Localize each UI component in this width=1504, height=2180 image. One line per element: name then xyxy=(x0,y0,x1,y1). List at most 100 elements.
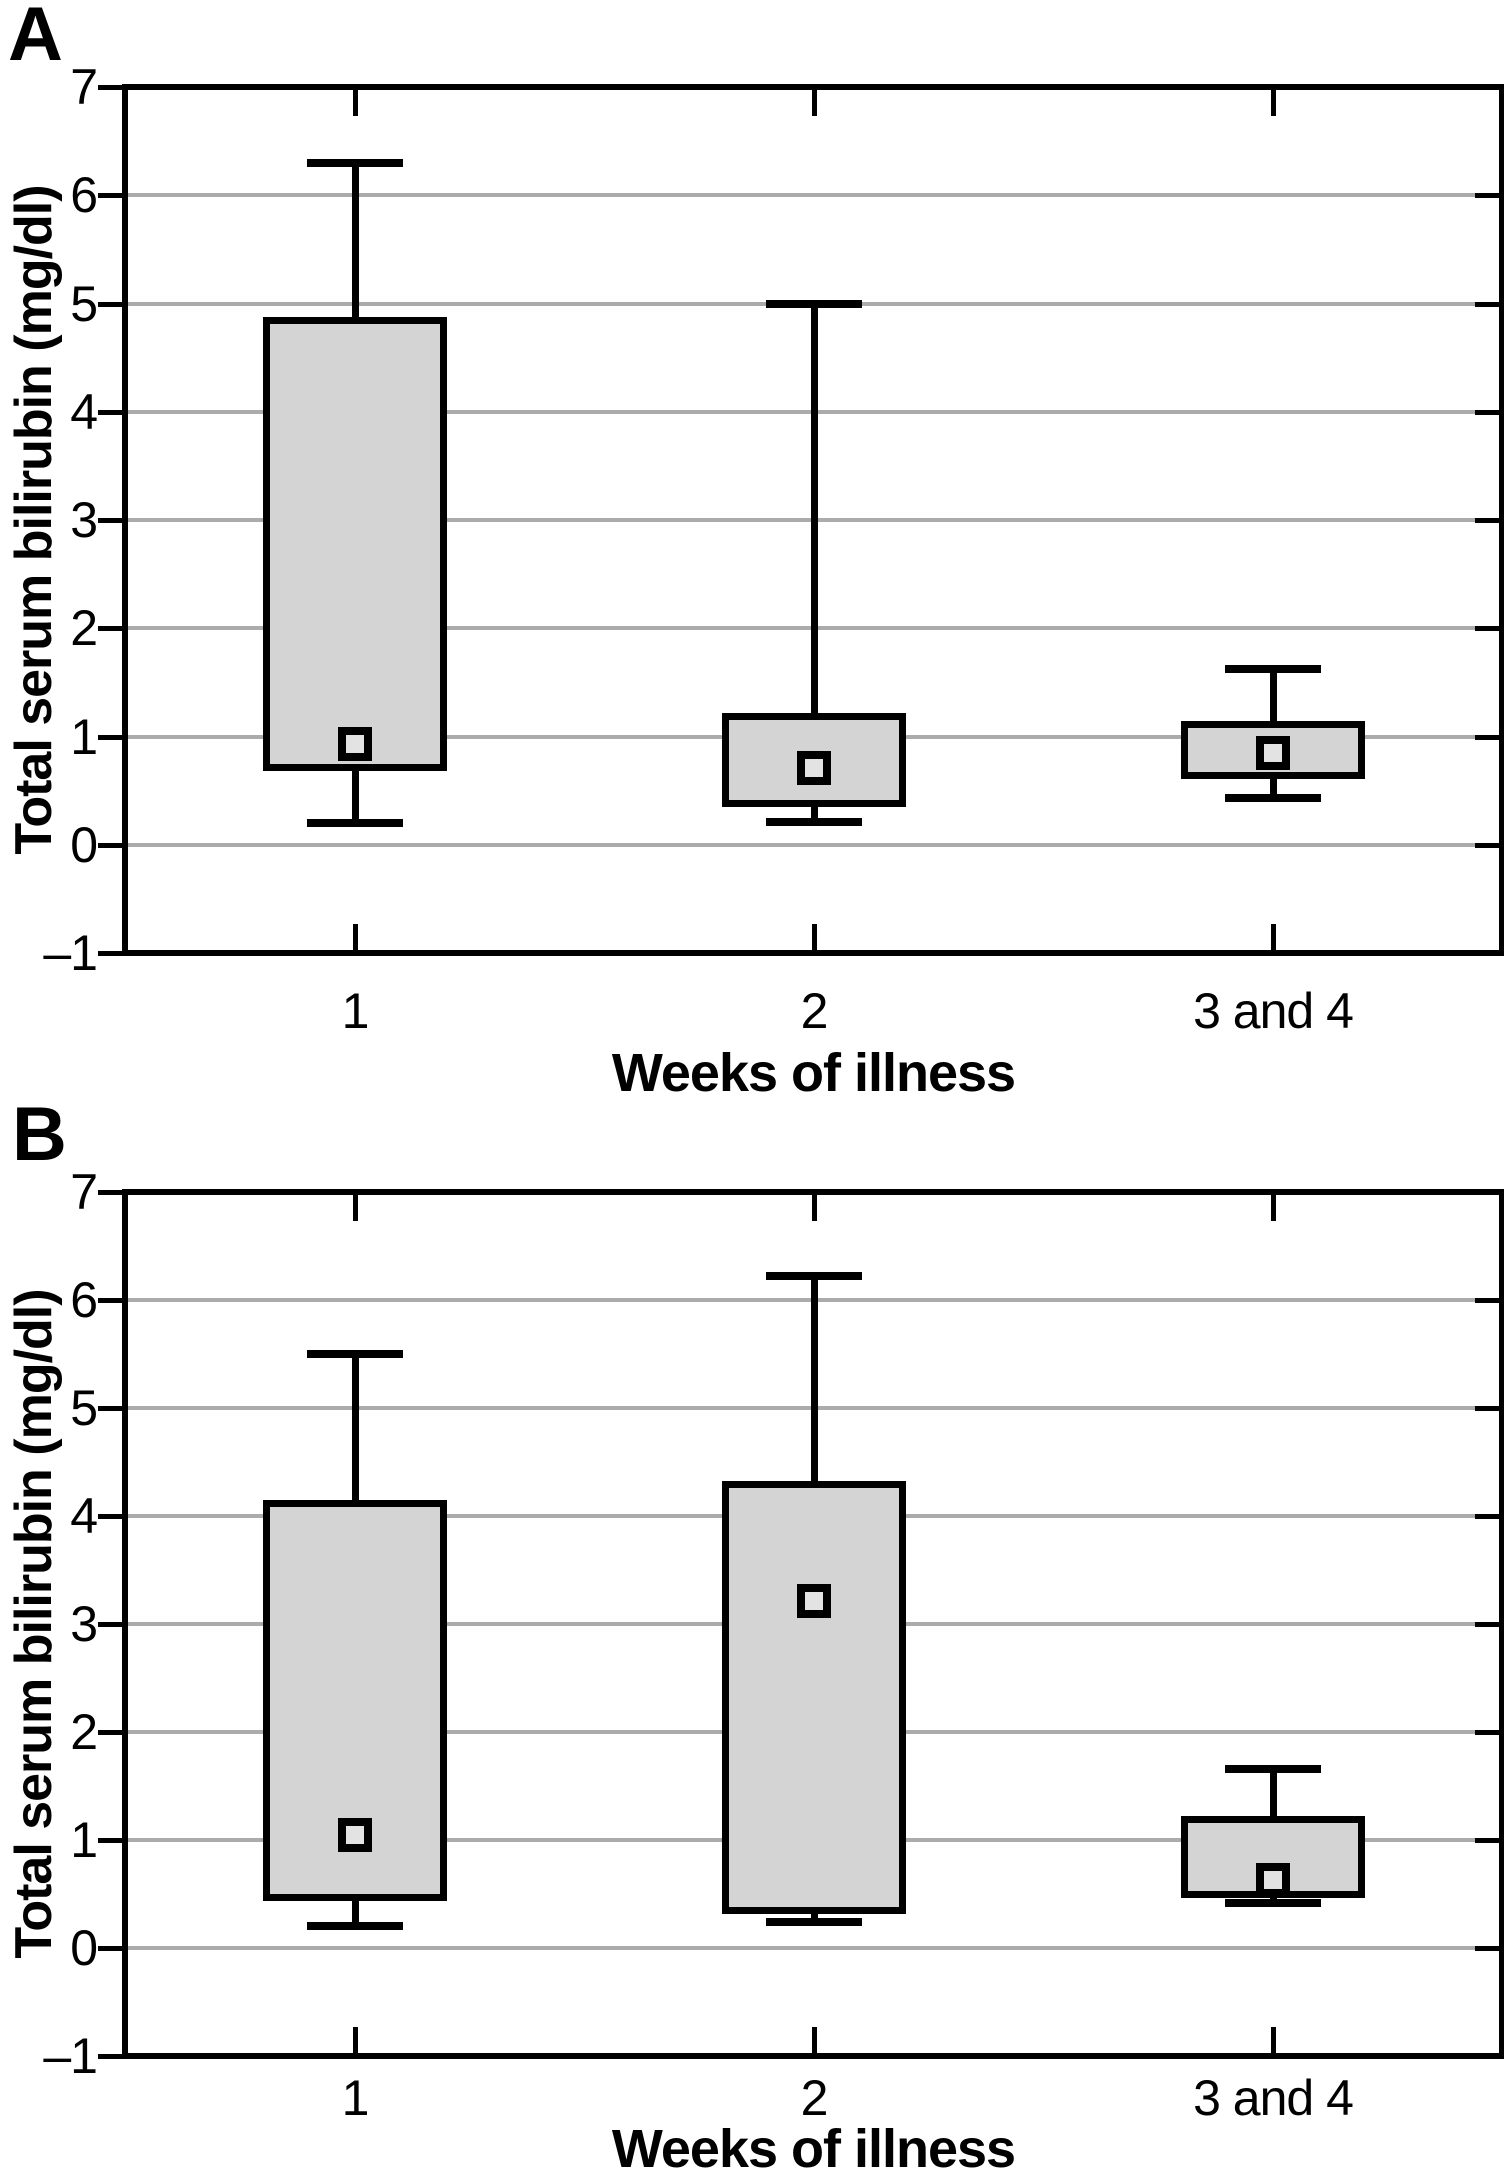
panel-b-y-tick xyxy=(98,1298,122,1303)
panel-a-category-tick-bottom xyxy=(1271,924,1276,950)
panel-a-y-tick-right xyxy=(1475,951,1499,956)
panel-b-median-marker xyxy=(797,1584,831,1618)
panel-b-y-tick-label: 7 xyxy=(70,1164,98,1220)
panel-a-median-marker xyxy=(338,727,372,761)
panel-a-lower-whisker-cap xyxy=(307,819,403,827)
panel-a-category-label: 1 xyxy=(341,983,370,1039)
panel-b-y-tick-right xyxy=(1475,1946,1499,1951)
panel-a-y-tick-label: –1 xyxy=(43,925,98,981)
panel-a-category-tick-top xyxy=(353,90,358,116)
panel-b-y-tick xyxy=(98,1514,122,1519)
panel-a-gridline xyxy=(128,843,1499,847)
panel-b-lower-whisker xyxy=(811,1909,818,1922)
panel-b-y-tick-label: 2 xyxy=(70,1704,98,1760)
panel-b-y-tick-right xyxy=(1475,2054,1499,2059)
panel-b-category-tick-top xyxy=(1271,1195,1276,1221)
panel-b-box xyxy=(722,1481,906,1914)
panel-a-category-tick-top xyxy=(1271,90,1276,116)
panel-b-x-axis-title: Weeks of illness xyxy=(611,2119,1016,2179)
panel-b-median-marker xyxy=(338,1818,372,1852)
panel-a-y-tick xyxy=(98,735,122,740)
panel-a-upper-whisker xyxy=(1270,669,1277,723)
panel-b-category-tick-bottom xyxy=(812,2027,817,2053)
panel-a-category-tick-top xyxy=(812,90,817,116)
panel-b-upper-whisker xyxy=(352,1354,359,1503)
panel-b-lower-whisker xyxy=(1270,1894,1277,1903)
panel-b-y-tick-right xyxy=(1475,1190,1499,1195)
panel-a-y-tick-right xyxy=(1475,735,1499,740)
panel-a-y-tick xyxy=(98,843,122,848)
panel-a-lower-whisker-cap xyxy=(766,818,862,826)
panel-a-y-tick-label: 1 xyxy=(70,709,98,765)
panel-b-y-tick xyxy=(98,1730,122,1735)
panel-b-y-tick-label: 5 xyxy=(70,1380,98,1436)
panel-a-plot-frame xyxy=(122,84,1504,956)
panel-b-lower-whisker-cap xyxy=(307,1922,403,1930)
panel-b-median-marker xyxy=(1256,1863,1290,1897)
panel-a-y-tick-label: 5 xyxy=(70,276,98,332)
panel-a-lower-whisker xyxy=(1270,774,1277,798)
panel-a-y-tick-right xyxy=(1475,85,1499,90)
panel-a-y-tick-right xyxy=(1475,518,1499,523)
panel-a-y-tick-label: 2 xyxy=(70,600,98,656)
panel-a-median-marker xyxy=(797,751,831,785)
panel-b-y-tick-label: 1 xyxy=(70,1812,98,1868)
panel-b-category-tick-bottom xyxy=(1271,2027,1276,2053)
panel-b-y-tick-right xyxy=(1475,1838,1499,1843)
panel-b-lower-whisker-cap xyxy=(1225,1899,1321,1907)
panel-b-upper-whisker-cap xyxy=(307,1350,403,1358)
panel-b-y-tick xyxy=(98,1838,122,1843)
panel-b-y-tick xyxy=(98,1946,122,1951)
panel-b-y-tick-right xyxy=(1475,1406,1499,1411)
panel-a-y-tick xyxy=(98,951,122,956)
panel-b-y-tick-right xyxy=(1475,1298,1499,1303)
panel-a-category-label: 2 xyxy=(800,983,829,1039)
panel-a-lower-whisker xyxy=(811,803,818,822)
panel-b-y-tick-right xyxy=(1475,1514,1499,1519)
panel-a-y-tick-label: 0 xyxy=(70,817,98,873)
panel-a-y-tick-label: 3 xyxy=(70,492,98,548)
panel-a-y-tick xyxy=(98,85,122,90)
panel-a-y-tick-right xyxy=(1475,410,1499,415)
panel-b-category-label: 3 and 4 xyxy=(1193,2070,1354,2126)
panel-b-y-tick-label: 6 xyxy=(70,1272,98,1328)
panel-a-category-label: 3 and 4 xyxy=(1193,983,1354,1039)
panel-b-category-tick-bottom xyxy=(353,2027,358,2053)
panel-a-upper-whisker xyxy=(352,163,359,320)
panel-b-y-tick-right xyxy=(1475,1622,1499,1627)
panel-a-gridline xyxy=(128,193,1499,197)
panel-b-y-tick xyxy=(98,1406,122,1411)
panel-a-x-axis-title: Weeks of illness xyxy=(611,1043,1016,1103)
panel-a-lower-whisker xyxy=(352,767,359,823)
panel-a-y-tick xyxy=(98,193,122,198)
panel-b-letter: B xyxy=(12,1092,67,1177)
panel-a-category-tick-bottom xyxy=(353,924,358,950)
panel-a-upper-whisker-cap xyxy=(1225,665,1321,673)
panel-b-y-tick-right xyxy=(1475,1730,1499,1735)
panel-b-y-tick-label: 0 xyxy=(70,1920,98,1976)
panel-b-category-label: 1 xyxy=(341,2070,370,2126)
panel-b-category-tick-top xyxy=(353,1195,358,1221)
panel-a-box xyxy=(263,317,447,771)
panel-a-y-tick xyxy=(98,626,122,631)
panel-b-upper-whisker-cap xyxy=(1225,1765,1321,1773)
panel-a-y-tick xyxy=(98,302,122,307)
panel-b-category-label: 2 xyxy=(800,2070,829,2126)
panel-b-category-tick-top xyxy=(812,1195,817,1221)
panel-a-upper-whisker-cap xyxy=(307,159,403,167)
panel-a-y-tick-right xyxy=(1475,843,1499,848)
panel-a-lower-whisker-cap xyxy=(1225,794,1321,802)
panel-a-y-tick-right xyxy=(1475,302,1499,307)
panel-b-upper-whisker xyxy=(811,1276,818,1483)
panel-b-plot-frame xyxy=(122,1189,1504,2059)
panel-b-gridline xyxy=(128,1946,1499,1950)
panel-a-y-tick-label: 7 xyxy=(70,59,98,115)
panel-a-y-tick-right xyxy=(1475,193,1499,198)
panel-a-category-tick-bottom xyxy=(812,924,817,950)
panel-a-y-tick-label: 4 xyxy=(70,384,98,440)
panel-a-y-tick xyxy=(98,410,122,415)
panel-b-y-tick xyxy=(98,1622,122,1627)
panel-b-y-tick-label: 4 xyxy=(70,1488,98,1544)
panel-b-lower-whisker xyxy=(352,1897,359,1926)
